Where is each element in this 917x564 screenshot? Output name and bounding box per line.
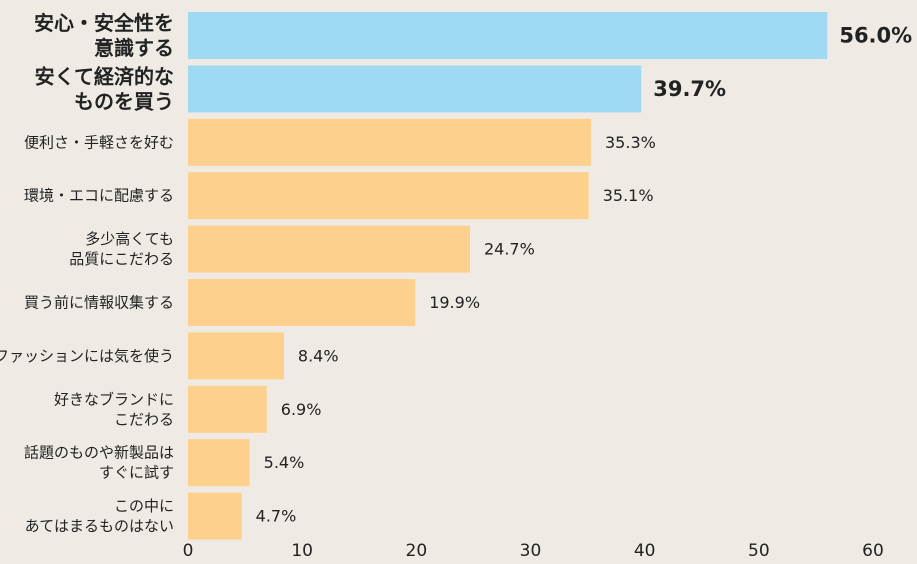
bar <box>188 172 589 220</box>
bar <box>188 279 416 326</box>
value-label: 35.1% <box>603 186 654 205</box>
bar <box>188 492 242 540</box>
category-label-line: 多少高くても <box>85 230 174 248</box>
category-label: 買う前に情報収集する <box>24 294 174 312</box>
category-label: 安心・安全性を意識する <box>34 11 174 60</box>
category-label: 好きなブランドにこだわる <box>54 390 174 428</box>
category-label-line: あてはまるものはない <box>25 517 174 535</box>
x-tick-label: 50 <box>748 541 770 561</box>
x-tick-label: 60 <box>862 541 884 561</box>
bar <box>188 12 828 59</box>
value-label: 5.4% <box>264 453 305 472</box>
category-label-line: この中に <box>114 497 174 515</box>
category-label-line: すぐに試す <box>99 464 174 482</box>
category-label: ファッションには気を使う <box>0 347 174 365</box>
category-label-line: 品質にこだわる <box>69 250 174 268</box>
category-label: 話題のものや新製品はすぐに試す <box>24 444 174 482</box>
category-label-line: 便利さ・手軽さを好む <box>24 133 174 151</box>
category-label-line: 好きなブランドに <box>54 390 174 408</box>
bar <box>188 118 592 166</box>
value-label: 56.0% <box>839 24 912 48</box>
category-label-line: 意識する <box>94 36 174 60</box>
value-label: 6.9% <box>281 400 322 419</box>
category-label: 環境・エコに配慮する <box>24 187 174 205</box>
bar <box>188 225 470 273</box>
x-tick-label: 10 <box>291 541 313 561</box>
bar <box>188 332 284 380</box>
x-tick-label: 0 <box>183 541 194 561</box>
category-label-line: 安くて経済的な <box>35 64 174 88</box>
category-label-line: ものを買う <box>74 89 174 113</box>
category-label-line: ファッションには気を使う <box>0 347 174 365</box>
value-label: 39.7% <box>653 77 726 101</box>
value-label: 19.9% <box>429 293 480 312</box>
category-label-line: 話題のものや新製品は <box>24 444 174 462</box>
category-label-line: 安心・安全性を <box>34 11 174 35</box>
category-label: この中にあてはまるものはない <box>25 497 174 535</box>
category-label-line: 買う前に情報収集する <box>24 294 174 312</box>
bar <box>188 65 642 113</box>
category-label: 安くて経済的なものを買う <box>35 64 174 113</box>
x-tick-label: 20 <box>406 541 428 561</box>
bar <box>188 385 267 433</box>
x-tick-label: 40 <box>634 541 656 561</box>
value-label: 35.3% <box>605 133 656 152</box>
bar <box>188 439 250 487</box>
category-label-line: 環境・エコに配慮する <box>24 187 174 205</box>
value-label: 4.7% <box>256 507 297 526</box>
x-tick-label: 30 <box>520 541 542 561</box>
category-label-line: こだわる <box>114 410 174 428</box>
category-label: 多少高くても品質にこだわる <box>69 230 174 268</box>
category-label: 便利さ・手軽さを好む <box>24 133 174 151</box>
value-label: 8.4% <box>298 346 339 365</box>
value-label: 24.7% <box>484 240 535 259</box>
